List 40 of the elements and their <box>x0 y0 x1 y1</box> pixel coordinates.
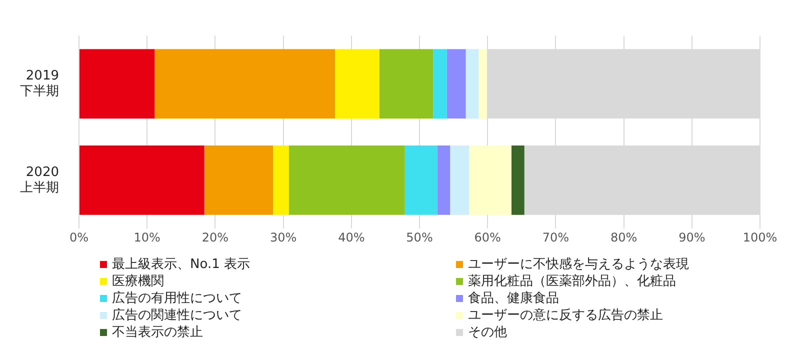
bar <box>433 49 447 119</box>
x-tick-label: 90% <box>678 230 706 245</box>
x-tick-label: 100% <box>742 230 778 245</box>
legend-label: 広告の有用性について <box>112 290 242 307</box>
y-tick-label: 2019 下半期 <box>20 68 59 99</box>
x-tick-label: 20% <box>202 230 229 245</box>
x-tick-label: 60% <box>474 230 501 245</box>
bar <box>446 49 466 119</box>
bar <box>80 49 155 119</box>
bar <box>450 145 470 215</box>
x-tick-label: 50% <box>406 230 433 245</box>
bar <box>288 145 405 215</box>
legend-label: 不当表示の禁止 <box>112 324 203 341</box>
x-tick-label: 0% <box>69 230 89 245</box>
y-tick-label: 2020 上半期 <box>20 164 59 196</box>
bar <box>469 145 512 215</box>
bar <box>511 145 524 215</box>
legend-label: 医療機関 <box>112 273 164 290</box>
bar <box>80 145 204 215</box>
legend-label: ユーザーに不快感を与えるような表現 <box>468 256 689 273</box>
bar <box>404 145 438 215</box>
legend-label: 広告の関連性について <box>112 307 242 324</box>
legend-label: 食品、健康食品 <box>468 290 559 307</box>
legend-label: 最上級表示、No.1 表示 <box>112 256 250 273</box>
bar <box>379 49 434 119</box>
x-tick-label: 80% <box>610 230 638 245</box>
legend-label: ユーザーの意に反する広告の禁止 <box>468 307 663 324</box>
bar <box>437 145 450 215</box>
x-tick-label: 10% <box>134 230 160 245</box>
x-tick-label: 30% <box>270 230 297 245</box>
bar <box>204 145 274 215</box>
x-tick-label: 40% <box>338 230 365 245</box>
bar <box>273 145 289 215</box>
bar <box>335 49 380 119</box>
x-tick-label: 70% <box>542 230 570 245</box>
bar <box>466 49 479 119</box>
legend-label: 薬用化粧品（医薬部外品）、化粧品 <box>468 273 676 290</box>
bar <box>478 49 487 119</box>
legend-label: その他 <box>468 324 507 341</box>
bar <box>154 49 336 119</box>
